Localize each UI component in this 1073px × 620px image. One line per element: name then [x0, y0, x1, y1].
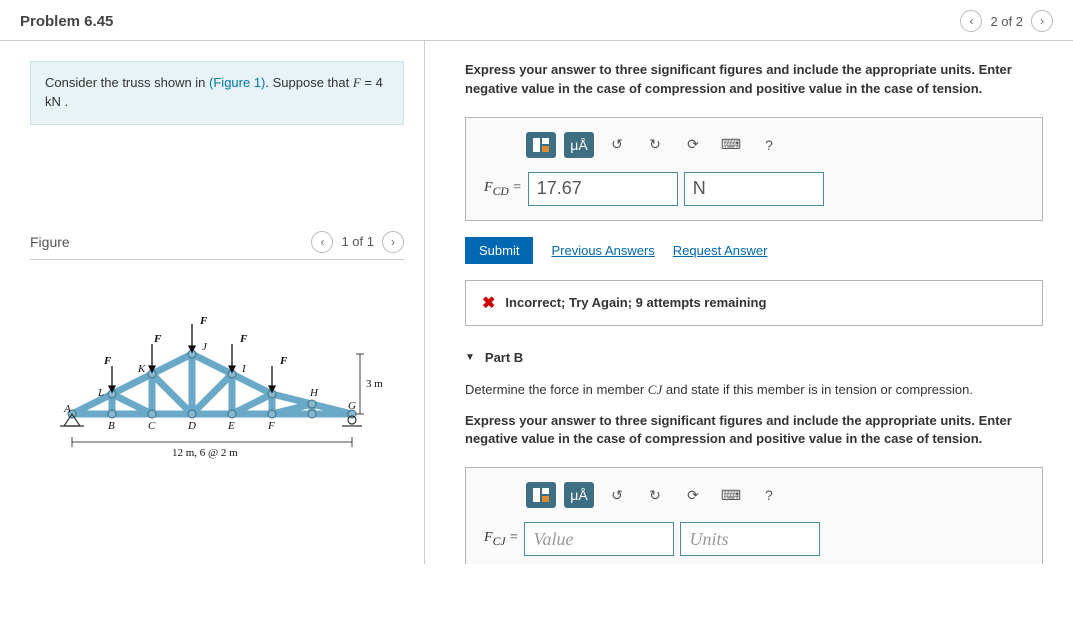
part-a-instructions: Express your answer to three significant… [465, 61, 1043, 99]
prompt-text-2: . Suppose that [265, 75, 352, 90]
units-button[interactable]: μÅ [564, 482, 594, 508]
fcd-unit-input[interactable] [684, 172, 824, 206]
template-icon[interactable] [526, 132, 556, 158]
problem-prompt: Consider the truss shown in (Figure 1). … [30, 61, 404, 125]
template-icon[interactable] [526, 482, 556, 508]
svg-text:A: A [63, 403, 71, 415]
svg-text:D: D [187, 420, 196, 432]
collapse-icon: ▼ [465, 352, 475, 363]
fcj-label: FCJ = [484, 530, 518, 548]
incorrect-icon: ✖ [482, 293, 495, 313]
prev-problem-button[interactable]: ‹ [960, 10, 982, 32]
submit-button[interactable]: Submit [465, 237, 533, 264]
part-a-answer-box: μÅ ↺ ↻ ⟳ ⌨ ? FCD = [465, 117, 1043, 221]
fcj-value-input[interactable] [524, 522, 674, 556]
keyboard-icon[interactable]: ⌨ [716, 482, 746, 508]
fcd-label: FCD = [484, 180, 522, 198]
svg-text:3 m: 3 m [366, 378, 382, 390]
figure-heading: Figure [30, 234, 70, 250]
next-problem-button[interactable]: › [1031, 10, 1053, 32]
fcj-unit-input[interactable] [680, 522, 820, 556]
units-button[interactable]: μÅ [564, 132, 594, 158]
figure-page-indicator: 1 of 1 [341, 234, 374, 249]
svg-text:I: I [241, 363, 247, 375]
svg-text:K: K [137, 363, 146, 375]
input-toolbar: μÅ ↺ ↻ ⟳ ⌨ ? [484, 132, 1028, 158]
help-icon[interactable]: ? [754, 132, 784, 158]
part-b-header[interactable]: ▼ Part B [465, 350, 1043, 365]
part-b-answer-box: μÅ ↺ ↻ ⟳ ⌨ ? FCJ = [465, 467, 1043, 564]
problem-page-indicator: 2 of 2 [990, 14, 1023, 29]
svg-text:L: L [97, 387, 104, 399]
part-b-title: Part B [485, 350, 523, 365]
svg-text:12 m, 6 @ 2 m: 12 m, 6 @ 2 m [172, 447, 238, 459]
undo-icon[interactable]: ↺ [602, 132, 632, 158]
svg-text:E: E [227, 420, 235, 432]
feedback-text: Incorrect; Try Again; 9 attempts remaini… [505, 295, 766, 310]
redo-icon[interactable]: ↻ [640, 132, 670, 158]
undo-icon[interactable]: ↺ [602, 482, 632, 508]
fcd-value-input[interactable] [528, 172, 678, 206]
help-icon[interactable]: ? [754, 482, 784, 508]
figure-link[interactable]: (Figure 1) [209, 75, 265, 90]
svg-text:F: F [199, 315, 208, 327]
request-answer-link[interactable]: Request Answer [673, 243, 768, 258]
redo-icon[interactable]: ↻ [640, 482, 670, 508]
problem-title: Problem 6.45 [20, 13, 113, 30]
prev-figure-button[interactable]: ‹ [311, 231, 333, 253]
previous-answers-link[interactable]: Previous Answers [551, 243, 654, 258]
prompt-var: F [353, 75, 361, 90]
keyboard-icon[interactable]: ⌨ [716, 132, 746, 158]
svg-text:F: F [153, 333, 162, 345]
svg-text:G: G [348, 400, 356, 412]
truss-figure: A B C D E F G H I J K L F F F F F 3 m [52, 294, 382, 469]
svg-text:F: F [239, 333, 248, 345]
prompt-text: Consider the truss shown in [45, 75, 209, 90]
next-figure-button[interactable]: › [382, 231, 404, 253]
input-toolbar-b: μÅ ↺ ↻ ⟳ ⌨ ? [484, 482, 1028, 508]
problem-pager: ‹ 2 of 2 › [960, 10, 1053, 32]
part-b-description: Determine the force in member CJ and sta… [465, 381, 1043, 400]
svg-text:H: H [309, 387, 319, 399]
svg-text:J: J [202, 341, 208, 353]
svg-text:C: C [148, 420, 156, 432]
svg-text:F: F [279, 355, 288, 367]
svg-text:F: F [103, 355, 112, 367]
part-b-instructions: Express your answer to three significant… [465, 412, 1043, 450]
svg-text:B: B [108, 420, 115, 432]
reset-icon[interactable]: ⟳ [678, 132, 708, 158]
reset-icon[interactable]: ⟳ [678, 482, 708, 508]
svg-text:F: F [267, 420, 275, 432]
feedback-box: ✖ Incorrect; Try Again; 9 attempts remai… [465, 280, 1043, 326]
